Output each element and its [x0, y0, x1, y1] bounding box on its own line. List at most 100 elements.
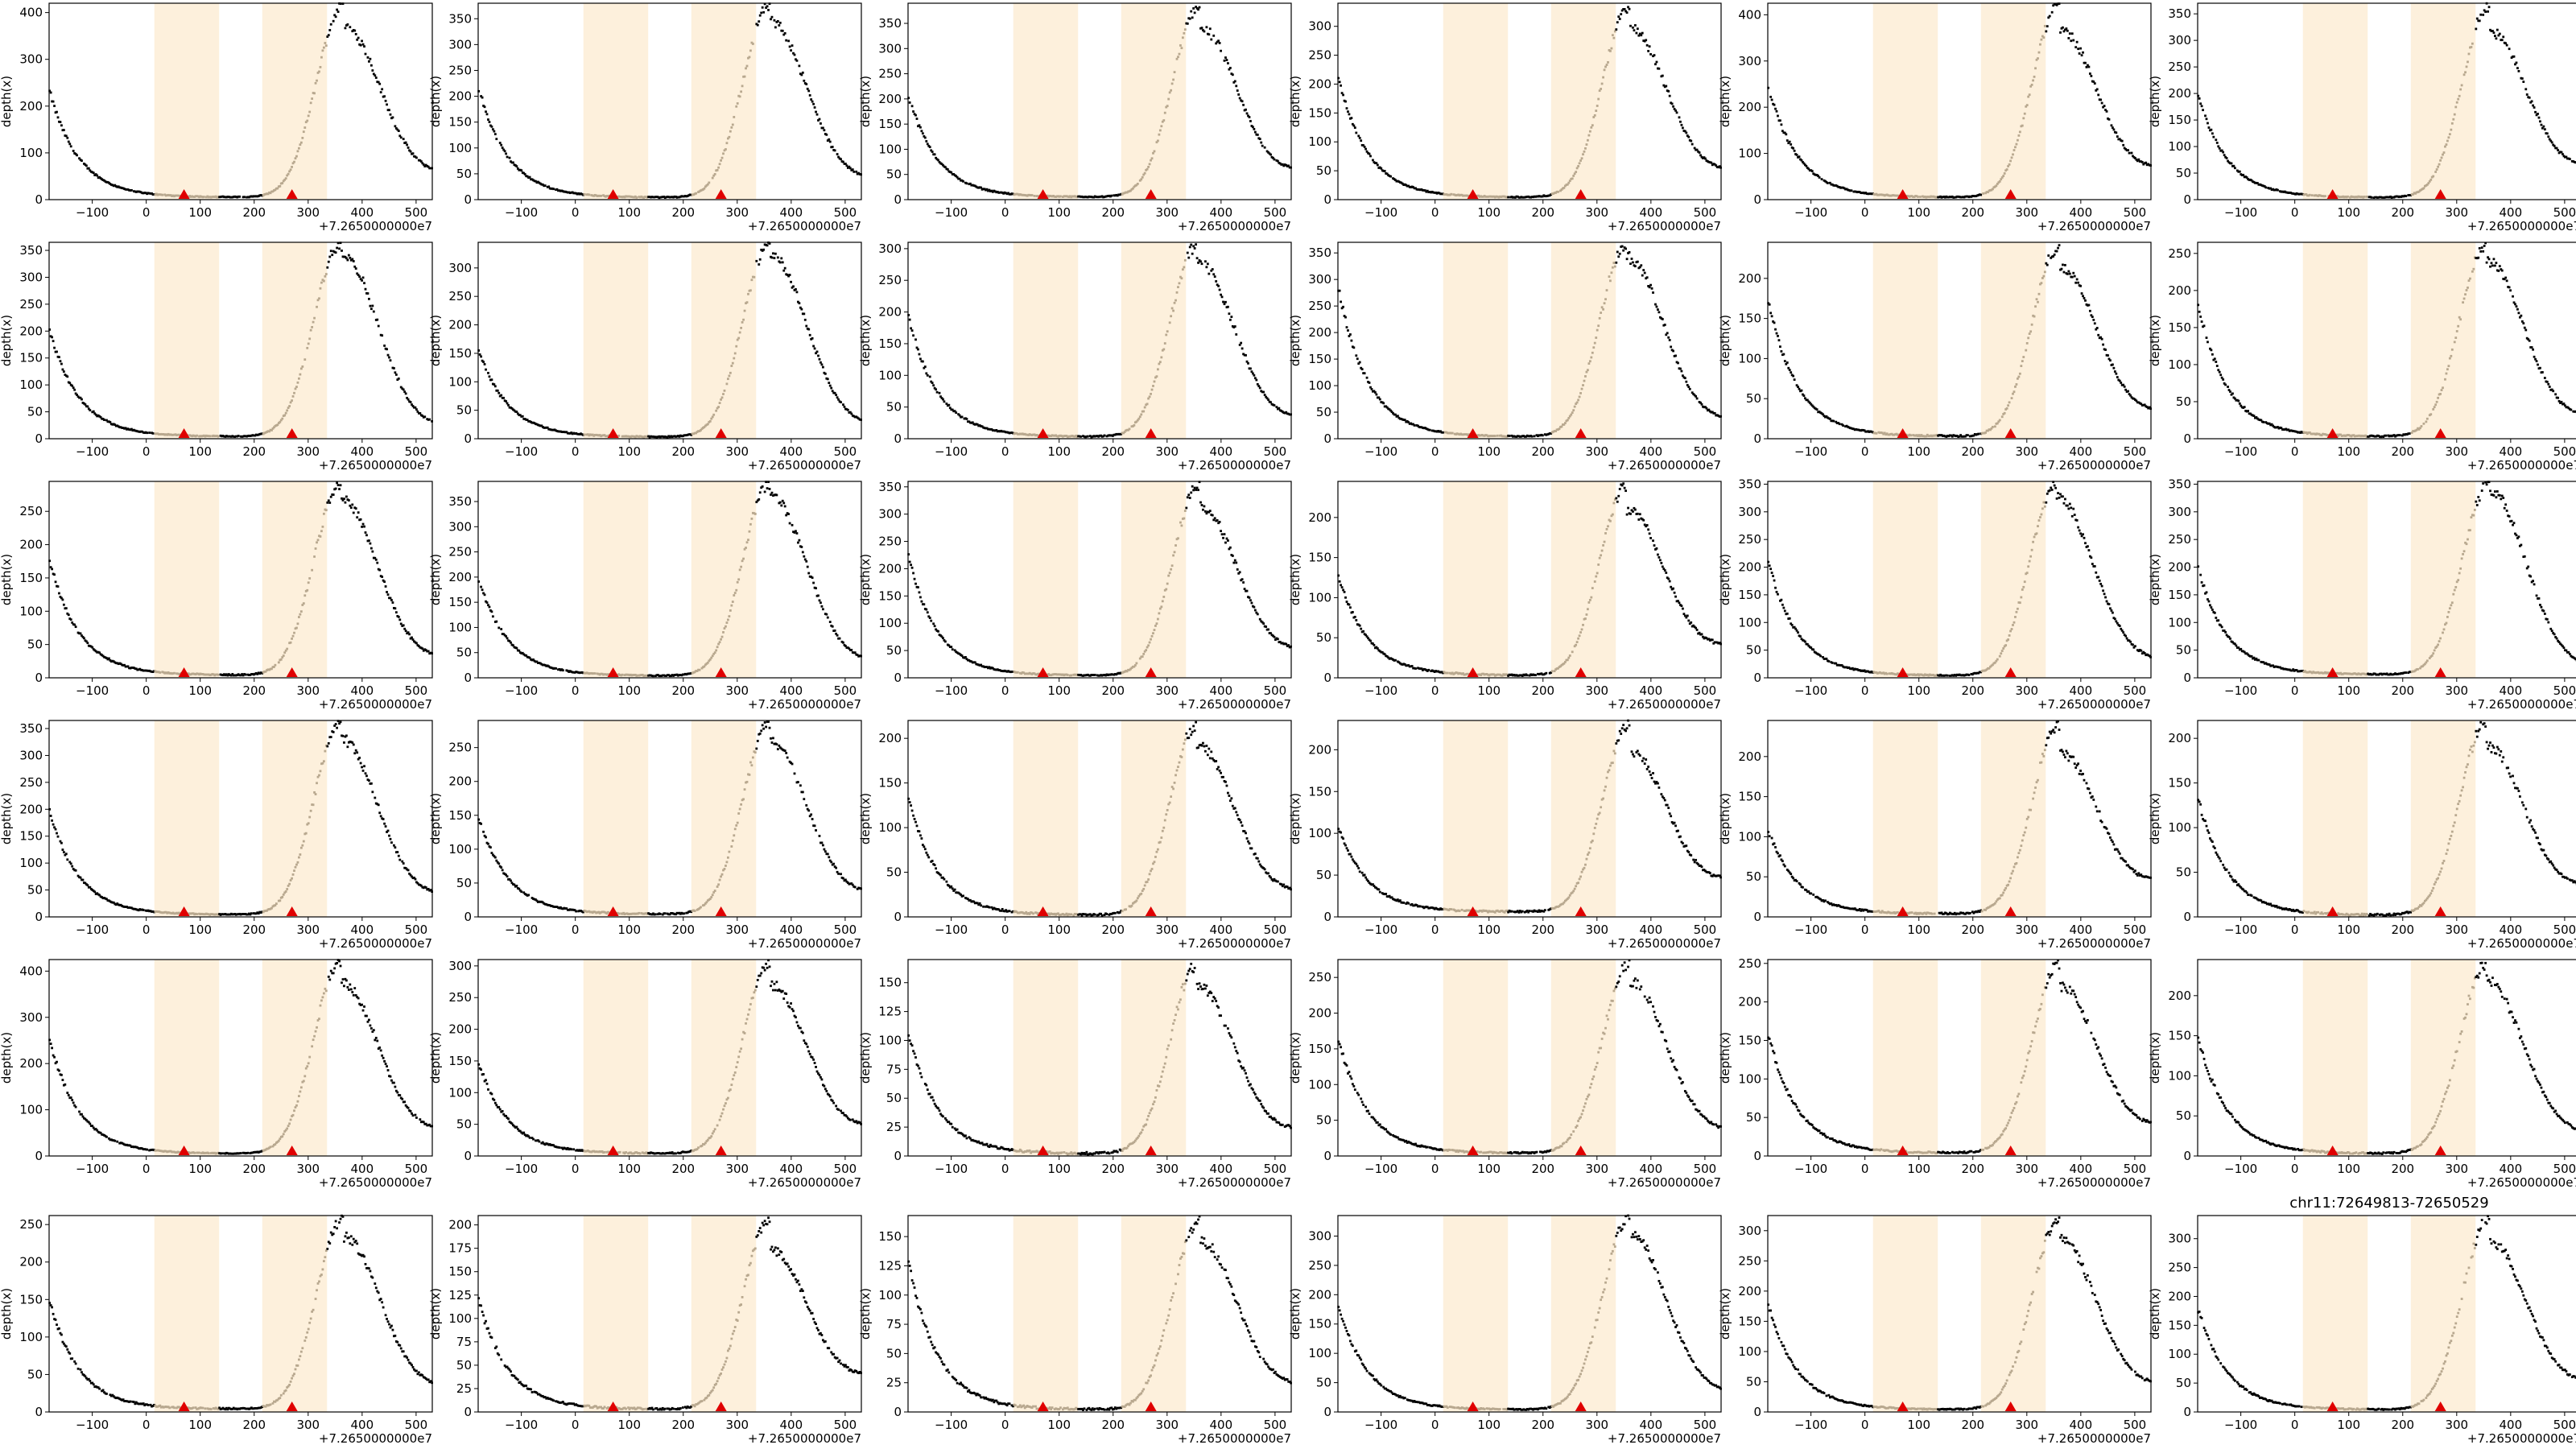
data-point: [907, 97, 910, 100]
data-point: [1273, 158, 1276, 161]
data-point: [2522, 322, 2525, 325]
data-point: [953, 410, 956, 413]
data-point: [1973, 195, 1976, 198]
data-point: [1800, 389, 1803, 392]
data-point: [406, 396, 409, 399]
data-point: [1092, 196, 1096, 199]
data-point: [261, 671, 264, 675]
data-point: [661, 435, 664, 438]
data-point: [1984, 192, 1987, 195]
data-point: [935, 630, 939, 632]
data-point: [1410, 185, 1414, 188]
data-point: [1590, 126, 1593, 129]
data-point: [2485, 261, 2488, 264]
data-point: [1767, 86, 1770, 89]
data-point: [309, 328, 312, 332]
data-point: [1247, 361, 1249, 365]
data-point: [618, 195, 621, 198]
data-point: [2240, 173, 2243, 175]
data-point: [1030, 194, 1034, 196]
data-point: [590, 434, 593, 436]
data-point: [153, 670, 155, 673]
data-point: [2532, 348, 2535, 351]
data-point: [266, 431, 268, 433]
data-point: [1955, 434, 1959, 437]
y-tick-label: 50: [886, 167, 902, 182]
data-point: [368, 297, 370, 300]
data-point: [1717, 166, 1720, 169]
data-point: [2198, 97, 2201, 100]
data-point: [137, 190, 140, 193]
data-point: [2285, 427, 2288, 431]
data-point: [825, 133, 828, 136]
data-point: [1103, 674, 1106, 676]
data-point: [1220, 49, 1222, 52]
data-point: [2372, 196, 2376, 200]
data-point: [1465, 194, 1468, 197]
data-point: [408, 149, 411, 152]
data-point: [1814, 407, 1818, 411]
data-point: [306, 588, 309, 592]
data-point: [212, 673, 215, 676]
data-point: [2415, 428, 2418, 431]
data-point: [1383, 170, 1386, 172]
data-point: [1483, 434, 1486, 437]
data-point: [836, 153, 839, 155]
data-point: [2529, 101, 2533, 104]
data-point: [1146, 646, 1149, 649]
data-point: [942, 637, 944, 640]
data-point: [681, 673, 684, 676]
data-point: [286, 174, 289, 177]
data-point: [1880, 193, 1883, 196]
data-point: [1874, 193, 1876, 196]
data-point: [490, 378, 493, 382]
data-point: [1077, 195, 1080, 198]
data-point: [778, 24, 781, 27]
data-point: [788, 45, 791, 48]
x-tick-label: 500: [1694, 444, 1717, 459]
data-point: [2283, 190, 2286, 193]
data-point: [635, 675, 638, 677]
data-point: [403, 390, 407, 394]
data-point: [2140, 402, 2143, 406]
data-point: [173, 433, 175, 436]
data-point: [2469, 277, 2471, 280]
data-point: [1492, 195, 1496, 198]
data-point: [2117, 138, 2120, 141]
data-point: [1962, 196, 1964, 199]
data-point: [1051, 673, 1054, 676]
data-point: [1385, 172, 1389, 175]
site-marker: [1037, 189, 1049, 199]
data-point: [1498, 195, 1501, 198]
data-point: [345, 257, 348, 260]
data-point: [101, 654, 103, 657]
data-point: [415, 156, 418, 159]
data-point: [2211, 132, 2214, 135]
data-point: [982, 426, 985, 429]
data-point: [907, 553, 910, 556]
data-point: [481, 588, 484, 592]
data-point: [2043, 270, 2046, 274]
data-point: [312, 92, 315, 94]
data-point: [1690, 139, 1693, 142]
data-point: [1554, 192, 1557, 194]
data-point: [1967, 195, 1969, 198]
data-point: [508, 156, 511, 159]
data-point: [968, 660, 972, 663]
data-point: [718, 641, 721, 644]
data-point: [652, 675, 654, 678]
data-point: [78, 632, 80, 635]
data-point: [1072, 195, 1075, 198]
data-point: [2297, 192, 2299, 196]
data-point: [1140, 655, 1143, 658]
data-point: [642, 675, 646, 678]
data-point: [1695, 397, 1699, 400]
data-point: [717, 642, 720, 646]
data-point: [1552, 430, 1555, 433]
data-point: [1133, 421, 1137, 424]
data-point: [1080, 435, 1082, 438]
data-point: [1113, 673, 1117, 675]
data-point: [825, 613, 828, 616]
data-point: [1108, 673, 1111, 676]
data-point: [1663, 324, 1666, 326]
